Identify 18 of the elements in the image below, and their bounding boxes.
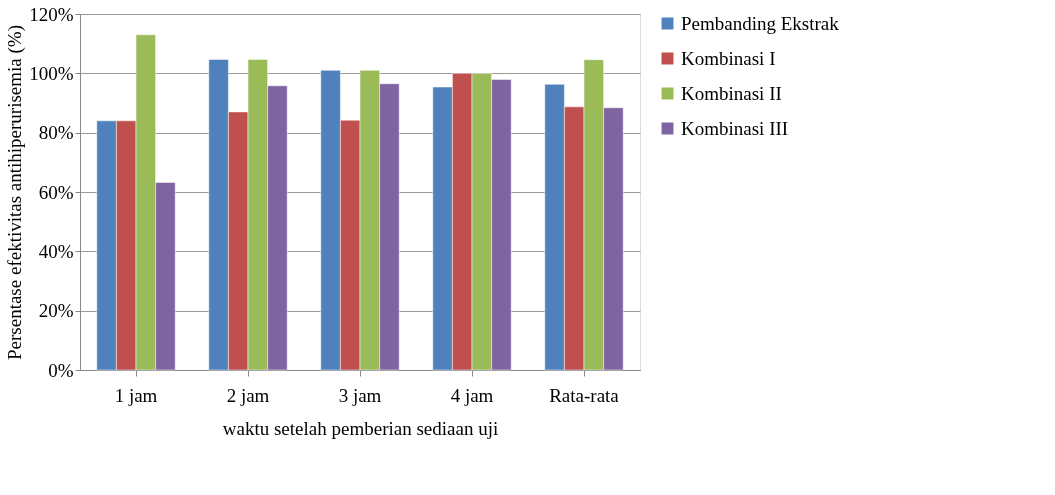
y-tick-label: 100% [29, 62, 74, 84]
y-axis-title: Persentase efektivitas antihiperurisemia (%) [4, 24, 27, 361]
x-tick-label: 1 jam [114, 384, 158, 406]
x-tick-label: 2 jam [226, 384, 270, 406]
y-tick-label: 40% [38, 240, 74, 262]
y-tick-label: 80% [38, 122, 74, 144]
x-tick-label: Rata-rata [549, 384, 620, 406]
x-tick-label: 4 jam [450, 384, 494, 406]
y-tick-label: 120% [29, 3, 74, 25]
legend-label: Kombinasi II [681, 82, 782, 104]
y-tick-label: 20% [38, 300, 74, 322]
x-axis-title: waktu setelah pemberian sediaan uji [222, 417, 499, 439]
legend-label: Kombinasi I [681, 47, 776, 69]
y-tick-label: 60% [38, 181, 74, 203]
legend-label: Pembanding Ekstrak [681, 12, 840, 34]
legend-label: Kombinasi III [681, 117, 789, 139]
x-tick-label: 3 jam [338, 384, 382, 406]
y-tick-label: 0% [48, 359, 74, 381]
